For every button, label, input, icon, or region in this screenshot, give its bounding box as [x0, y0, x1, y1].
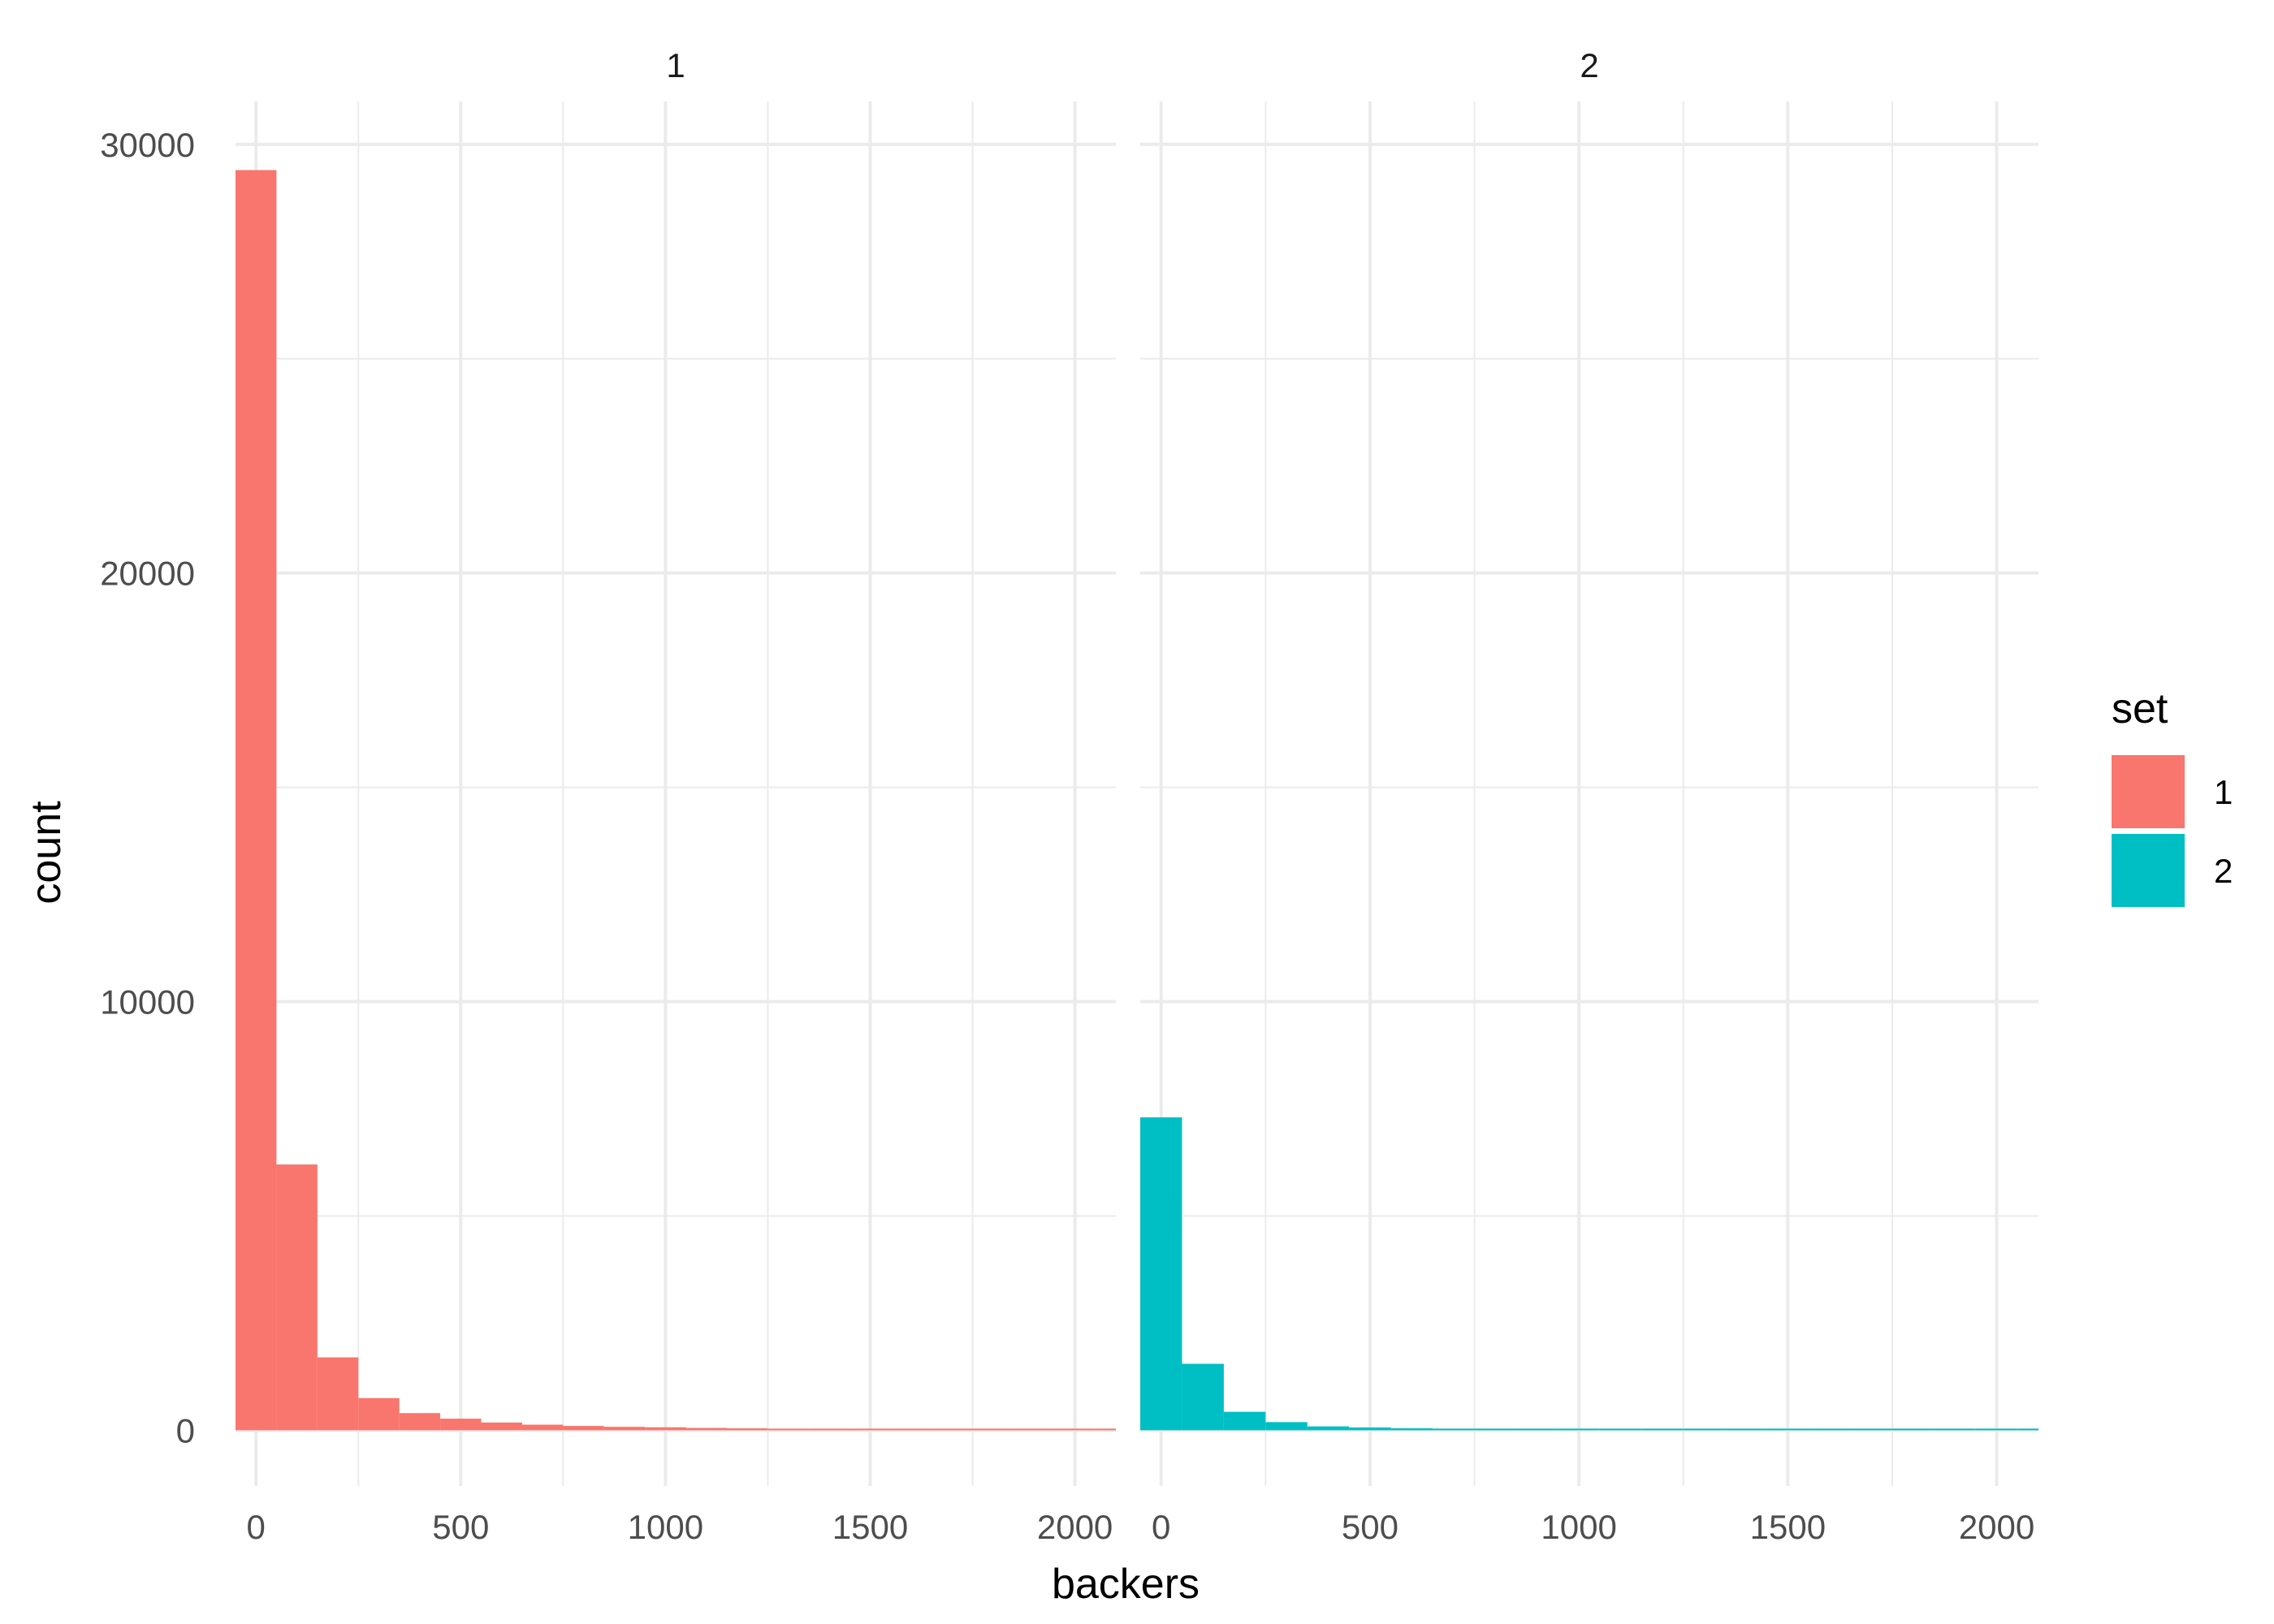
histogram-bar — [2017, 1428, 2038, 1431]
legend-key-swatch — [2112, 834, 2185, 907]
legend-key-swatch — [2112, 755, 2185, 828]
histogram-bar — [1975, 1428, 2018, 1431]
x-tick-label: 2000 — [1959, 1508, 2034, 1546]
y-tick-label: 30000 — [100, 126, 195, 164]
histogram-bar — [317, 1357, 359, 1431]
histogram-bar — [521, 1424, 564, 1431]
legend-keys: 12 — [2112, 755, 2233, 907]
legend-key-label: 2 — [2214, 852, 2233, 890]
histogram-bar — [1390, 1428, 1433, 1431]
y-tick-label: 10000 — [100, 983, 195, 1021]
histogram-bar — [767, 1428, 809, 1431]
histogram-bar — [1474, 1428, 1516, 1431]
histogram-bar — [358, 1397, 400, 1431]
facet-panel-2: 2 0 500 1000 1500 2000 — [1140, 46, 2038, 1546]
histogram-bar — [1223, 1411, 1266, 1431]
x-axis-title: backers — [1052, 1561, 1200, 1608]
histogram-bar — [1934, 1428, 1976, 1431]
histogram-bar — [1683, 1428, 1726, 1431]
histogram-bar — [645, 1427, 686, 1431]
histogram-bar — [563, 1426, 604, 1431]
x-tick-label: 0 — [247, 1508, 266, 1546]
histogram-bar — [1809, 1428, 1851, 1431]
histogram-bar — [1599, 1428, 1642, 1431]
x-tick-label: 500 — [432, 1508, 489, 1546]
histogram-bar — [1850, 1428, 1892, 1431]
histogram-bar — [1515, 1428, 1559, 1431]
legend-title: set — [2112, 685, 2168, 732]
histogram-bar — [850, 1428, 891, 1431]
x-tick-label: 1000 — [1541, 1508, 1616, 1546]
histogram-bar — [1891, 1428, 1935, 1431]
histogram-bar — [276, 1164, 318, 1431]
y-tick-label: 20000 — [100, 555, 195, 593]
histogram-bar — [727, 1428, 768, 1431]
histogram-bar — [1182, 1363, 1224, 1431]
histogram-bar — [481, 1422, 522, 1431]
x-tick-label: 2000 — [1037, 1508, 1113, 1546]
histogram-bar — [685, 1427, 728, 1431]
histogram-bar — [932, 1428, 973, 1431]
legend-key-label: 1 — [2214, 773, 2233, 811]
histogram-bar — [1265, 1422, 1308, 1431]
histogram-bar — [1558, 1428, 1600, 1431]
x-tick-label: 1500 — [832, 1508, 908, 1546]
histogram-bar — [1013, 1428, 1055, 1431]
x-tick-label: 1500 — [1750, 1508, 1826, 1546]
histogram-bar — [440, 1419, 482, 1431]
histogram-bar — [1095, 1428, 1116, 1431]
x-tick-label: 1000 — [628, 1508, 703, 1546]
x-tick-label: 500 — [1342, 1508, 1399, 1546]
histogram-bar — [1140, 1117, 1182, 1431]
histogram-bar — [399, 1413, 441, 1431]
histogram-bar — [236, 170, 277, 1431]
legend: set 12 — [2112, 685, 2233, 907]
histogram-bar — [808, 1428, 850, 1431]
facet-strip-label: 2 — [1580, 46, 1598, 84]
histogram-bar — [603, 1427, 646, 1431]
histogram-bar — [1766, 1428, 1809, 1431]
histogram-bar — [1641, 1428, 1684, 1431]
y-tick-label: 0 — [176, 1411, 195, 1449]
histogram-bar — [1054, 1428, 1096, 1431]
histogram-bar — [972, 1428, 1014, 1431]
facet-strip-label: 1 — [666, 46, 685, 84]
histogram-bar — [890, 1428, 932, 1431]
histogram-bar — [1307, 1426, 1350, 1431]
x-tick-label: 0 — [1152, 1508, 1170, 1546]
histogram-bar — [1349, 1427, 1391, 1431]
y-axis-title: count — [23, 801, 70, 905]
histogram-bar — [1725, 1428, 1767, 1431]
histogram-bar — [1433, 1428, 1475, 1431]
